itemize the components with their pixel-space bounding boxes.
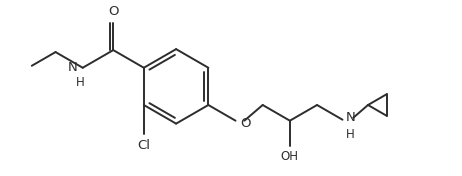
Text: O: O xyxy=(240,117,251,130)
Text: N: N xyxy=(68,61,78,74)
Text: H: H xyxy=(346,128,354,141)
Text: OH: OH xyxy=(281,150,299,163)
Text: Cl: Cl xyxy=(137,139,150,152)
Text: O: O xyxy=(108,5,119,18)
Text: N: N xyxy=(346,111,355,124)
Text: H: H xyxy=(75,76,84,89)
